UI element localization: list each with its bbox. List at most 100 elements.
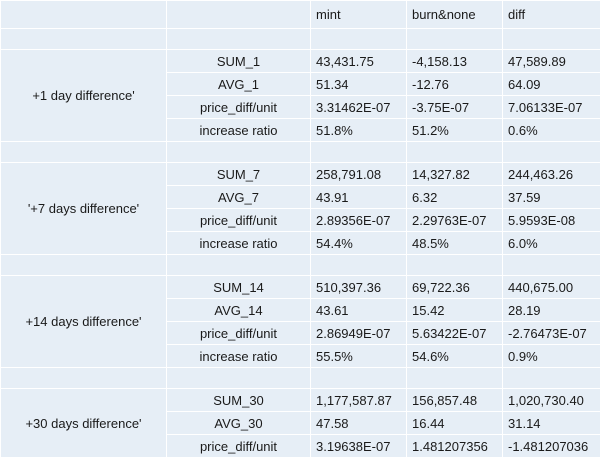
empty-cell[interactable]: [407, 29, 503, 50]
diff-cell[interactable]: 244,463.26: [503, 163, 600, 186]
burn-none-cell[interactable]: 69,722.36: [407, 276, 503, 299]
metric-cell[interactable]: SUM_14: [167, 276, 311, 299]
metric-cell[interactable]: AVG_7: [167, 186, 311, 209]
diff-cell[interactable]: 64.09: [503, 73, 600, 96]
metric-cell[interactable]: price_diff/unit: [167, 96, 311, 119]
mint-cell[interactable]: 55.5%: [311, 345, 407, 368]
diff-cell[interactable]: -2.76473E-07: [503, 322, 600, 345]
diff-cell[interactable]: 440,675.00: [503, 276, 600, 299]
empty-cell[interactable]: [311, 142, 407, 163]
burn-none-cell[interactable]: 6.32: [407, 186, 503, 209]
metric-cell[interactable]: SUM_30: [167, 389, 311, 412]
mint-cell[interactable]: 258,791.08: [311, 163, 407, 186]
diff-cell[interactable]: 37.59: [503, 186, 600, 209]
empty-cell[interactable]: [407, 142, 503, 163]
empty-cell[interactable]: [1, 255, 167, 276]
metric-cell[interactable]: increase ratio: [167, 119, 311, 142]
mint-cell[interactable]: 51.8%: [311, 119, 407, 142]
header-burn-none[interactable]: burn&none: [407, 1, 503, 29]
group-label-cell[interactable]: '+7 days difference': [1, 163, 167, 255]
spacer-row: [1, 368, 600, 389]
empty-cell[interactable]: [1, 142, 167, 163]
empty-cell[interactable]: [503, 29, 600, 50]
empty-cell[interactable]: [1, 29, 167, 50]
empty-cell[interactable]: [167, 29, 311, 50]
mint-cell[interactable]: 1,177,587.87: [311, 389, 407, 412]
empty-cell[interactable]: [167, 255, 311, 276]
burn-none-cell[interactable]: 15.42: [407, 299, 503, 322]
metric-cell[interactable]: SUM_1: [167, 50, 311, 73]
empty-cell[interactable]: [407, 368, 503, 389]
empty-cell[interactable]: [167, 142, 311, 163]
metric-cell[interactable]: AVG_14: [167, 299, 311, 322]
mint-cell[interactable]: 43,431.75: [311, 50, 407, 73]
spacer-row: [1, 29, 600, 50]
header-diff[interactable]: diff: [503, 1, 600, 29]
diff-cell[interactable]: 0.6%: [503, 119, 600, 142]
burn-none-cell[interactable]: 14,327.82: [407, 163, 503, 186]
mint-cell[interactable]: 43.91: [311, 186, 407, 209]
mint-cell[interactable]: 2.89356E-07: [311, 209, 407, 232]
empty-cell[interactable]: [311, 29, 407, 50]
header-row: mint burn&none diff: [1, 1, 600, 29]
group-label-cell[interactable]: +1 day difference': [1, 50, 167, 142]
empty-cell[interactable]: [167, 368, 311, 389]
burn-none-cell[interactable]: -12.76: [407, 73, 503, 96]
burn-none-cell[interactable]: 54.6%: [407, 345, 503, 368]
diff-cell[interactable]: 31.14: [503, 412, 600, 435]
burn-none-cell[interactable]: -4,158.13: [407, 50, 503, 73]
burn-none-cell[interactable]: 51.2%: [407, 119, 503, 142]
spacer-row: [1, 142, 600, 163]
mint-cell[interactable]: 3.31462E-07: [311, 96, 407, 119]
burn-none-cell[interactable]: 5.63422E-07: [407, 322, 503, 345]
group-label-cell[interactable]: +30 days difference': [1, 389, 167, 458]
header-corner-cell[interactable]: [1, 1, 167, 29]
empty-cell[interactable]: [311, 255, 407, 276]
mint-cell[interactable]: 47.58: [311, 412, 407, 435]
metric-cell[interactable]: increase ratio: [167, 232, 311, 255]
diff-cell[interactable]: 47,589.89: [503, 50, 600, 73]
metric-cell[interactable]: price_diff/unit: [167, 209, 311, 232]
burn-none-cell[interactable]: 48.5%: [407, 232, 503, 255]
metric-cell[interactable]: AVG_30: [167, 412, 311, 435]
diff-cell[interactable]: 7.06133E-07: [503, 96, 600, 119]
header-metric-cell[interactable]: [167, 1, 311, 29]
spacer-row: [1, 255, 600, 276]
burn-none-cell[interactable]: 1.481207356: [407, 435, 503, 458]
diff-cell[interactable]: 28.19: [503, 299, 600, 322]
mint-cell[interactable]: 43.61: [311, 299, 407, 322]
empty-cell[interactable]: [407, 255, 503, 276]
metric-cell[interactable]: SUM_7: [167, 163, 311, 186]
spreadsheet-table-container: mint burn&none diff +1 day difference'SU…: [0, 0, 600, 429]
metric-cell[interactable]: price_diff/unit: [167, 322, 311, 345]
burn-none-cell[interactable]: 156,857.48: [407, 389, 503, 412]
empty-cell[interactable]: [1, 368, 167, 389]
diff-cell[interactable]: -1.481207036: [503, 435, 600, 458]
group-label-cell[interactable]: +14 days difference': [1, 276, 167, 368]
burn-none-cell[interactable]: 16.44: [407, 412, 503, 435]
empty-cell[interactable]: [503, 368, 600, 389]
empty-cell[interactable]: [503, 142, 600, 163]
empty-cell[interactable]: [503, 255, 600, 276]
diff-cell[interactable]: 5.9593E-08: [503, 209, 600, 232]
metric-cell[interactable]: AVG_1: [167, 73, 311, 96]
mint-cell[interactable]: 2.86949E-07: [311, 322, 407, 345]
mint-cell[interactable]: 510,397.36: [311, 276, 407, 299]
diff-cell[interactable]: 0.9%: [503, 345, 600, 368]
burn-none-cell[interactable]: 2.29763E-07: [407, 209, 503, 232]
diff-cell[interactable]: 1,020,730.40: [503, 389, 600, 412]
mint-cell[interactable]: 51.34: [311, 73, 407, 96]
burn-none-cell[interactable]: -3.75E-07: [407, 96, 503, 119]
mint-cell[interactable]: 54.4%: [311, 232, 407, 255]
empty-cell[interactable]: [311, 368, 407, 389]
header-mint[interactable]: mint: [311, 1, 407, 29]
diff-cell[interactable]: 6.0%: [503, 232, 600, 255]
metric-cell[interactable]: increase ratio: [167, 345, 311, 368]
mint-cell[interactable]: 3.19638E-07: [311, 435, 407, 458]
metric-cell[interactable]: price_diff/unit: [167, 435, 311, 458]
